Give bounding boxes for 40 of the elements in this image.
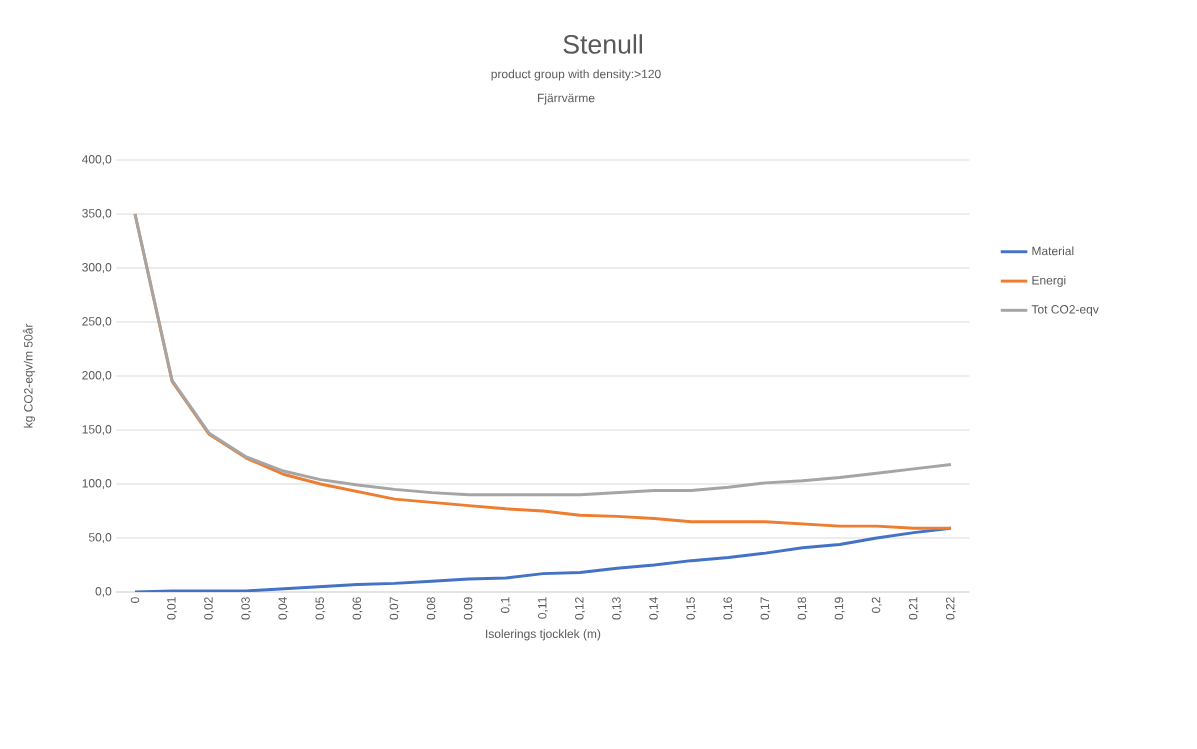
x-tick-label: 0,11 <box>538 597 548 619</box>
x-tick-label: 0,08 <box>426 597 437 620</box>
x-tick-label: 0,1 <box>500 597 511 613</box>
x-tick-label: 0,14 <box>649 597 660 620</box>
y-tick-label: 350,0 <box>82 209 112 219</box>
y-tick-label: 200,0 <box>82 371 112 381</box>
x-tick-label: 0,17 <box>760 597 771 620</box>
x-tick-label: 0,06 <box>352 597 363 620</box>
x-tick-label: 0,04 <box>278 597 289 620</box>
y-tick-label: 150,0 <box>82 425 112 435</box>
x-tick-label: 0,01 <box>167 597 178 620</box>
y-tick-label: 250,0 <box>82 317 112 327</box>
x-tick-label: 0 <box>130 597 140 603</box>
x-tick-label: 0,2 <box>871 597 882 613</box>
legend-label: Energi <box>1032 275 1066 287</box>
x-tick-label: 0,18 <box>797 597 808 620</box>
x-axis-title: Isolerings tjocklek (m) <box>486 629 601 641</box>
x-tick-label: 0,12 <box>575 597 585 620</box>
y-axis-title: kg CO2-eqv/m 50år <box>22 323 35 428</box>
legend-label: Tot CO2-eqv <box>1031 305 1099 316</box>
x-tick-label: 0,13 <box>612 597 623 620</box>
x-tick-label: 0,03 <box>241 597 252 620</box>
y-tick-label: 100,0 <box>82 479 112 489</box>
x-tick-label: 0,19 <box>834 597 845 620</box>
x-tick-label: 0,16 <box>723 597 734 620</box>
x-tick-label: 0,02 <box>204 597 215 620</box>
x-tick-label: 0,15 <box>686 597 697 620</box>
x-tick-label: 0,22 <box>945 597 956 620</box>
x-tick-label: 0,21 <box>908 597 919 620</box>
text: Fjärrvärme <box>537 93 595 105</box>
x-tick-label: 0,09 <box>463 597 474 620</box>
x-tick-label: 0,05 <box>315 597 326 620</box>
y-tick-label: 300,0 <box>82 263 112 273</box>
x-tick-label: 0,07 <box>389 597 400 620</box>
y-tick-label: 0,0 <box>95 587 112 597</box>
legend-label: Material <box>1032 246 1074 256</box>
chart-title: Stenull <box>563 34 642 54</box>
chart-subtitle: product group with density:>120 <box>491 69 661 81</box>
y-tick-label: 50,0 <box>88 533 112 543</box>
y-tick-label: 400,0 <box>81 155 112 165</box>
